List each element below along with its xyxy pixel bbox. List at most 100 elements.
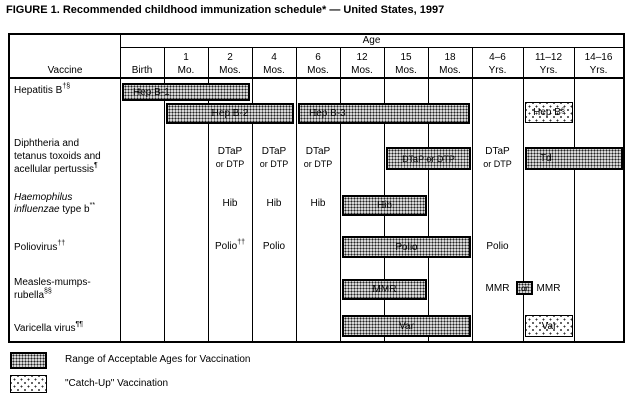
bar-hep-b-1: Hep B-1 xyxy=(122,83,250,101)
footnote-marker: ¶ xyxy=(94,161,98,169)
col-header-top: 12 xyxy=(356,52,368,63)
column-divider xyxy=(384,47,385,341)
col-header-bottom: Mos. xyxy=(307,65,329,76)
bar-td-11-16yrs: Td xyxy=(525,147,623,170)
col-header-18mos: 18 Mos. xyxy=(428,48,472,77)
col-header-bottom: Yrs. xyxy=(539,65,558,76)
cell-hib-4mos: Hib xyxy=(266,198,282,209)
legend-label-catch-up: "Catch-Up" Vaccination xyxy=(65,378,169,389)
legend-swatch-range xyxy=(10,352,47,369)
bar-label: Td xyxy=(540,153,552,164)
bar-label: DTaP or DTP xyxy=(402,153,455,164)
vaccine-header: Vaccine xyxy=(47,65,83,76)
col-header-birth: Birth xyxy=(120,48,164,77)
legend-label-range: Range of Acceptable Ages for Vaccination xyxy=(65,354,251,365)
col-header-top: 15 xyxy=(400,52,412,63)
cell-polio-2mos: Polio†† xyxy=(214,238,246,252)
age-header-underline xyxy=(120,47,623,48)
bar-var-catch-up: Var xyxy=(525,315,573,337)
row-label-mmr: Measles-mumps-rubella§§ xyxy=(14,277,91,301)
legend-swatch-catch-up xyxy=(10,375,47,393)
bar-polio-12-18mos: Polio xyxy=(342,236,471,258)
bar-label: or xyxy=(520,283,529,293)
cell-mmr-11-12yrs: MMR xyxy=(536,283,561,294)
bar-label: Hep B-2 xyxy=(211,108,249,119)
column-divider xyxy=(208,47,209,341)
col-header-bottom: Mos. xyxy=(263,65,285,76)
col-header-top: 14–16 xyxy=(584,52,613,63)
col-header-12mos: 12 Mos. xyxy=(340,48,384,77)
bar-mmr-12-15mos: MMR xyxy=(342,279,427,300)
col-header-top: 18 xyxy=(444,52,456,63)
column-divider xyxy=(296,47,297,341)
cell-dtap-6mos: DTaP or DTP xyxy=(303,146,333,169)
bar-hep-b-2: Hep B-2 xyxy=(166,103,294,124)
footnote-marker: †† xyxy=(237,238,246,246)
row-label-dtap: Diphtheria and tetanus toxoids and acell… xyxy=(14,138,101,175)
cell-dtap-4mos: DTaP or DTP xyxy=(259,146,289,169)
row-label-hib: Haemophilus influenzae type b** xyxy=(14,192,96,215)
bar-label: Hep B-3 xyxy=(309,108,346,119)
col-header-top: 6 xyxy=(315,52,321,63)
col-header-14-16yrs: 14–16 Yrs. xyxy=(574,48,623,77)
col-header-top: 1 xyxy=(183,52,189,63)
row-label-poliovirus: Poliovirus†† xyxy=(14,239,66,253)
column-divider xyxy=(340,47,341,341)
bar-dtap-15-18mos: DTaP or DTP xyxy=(386,147,471,170)
bar-var-12-18mos: Var xyxy=(342,315,471,337)
col-header-15mos: 15 Mos. xyxy=(384,48,428,77)
cell-dtap-2mos: DTaP or DTP xyxy=(215,146,245,169)
col-header-bottom: Yrs. xyxy=(488,65,507,76)
bar-label: Hep B xyxy=(533,107,561,118)
bar-label: Var xyxy=(541,320,557,332)
col-header-top: 11–12 xyxy=(534,52,563,63)
cell-dtap-4-6yrs: DTaP or DTP xyxy=(483,146,512,169)
col-header-top: 4–6 xyxy=(489,52,506,63)
col-header-bottom: Mos. xyxy=(395,65,417,76)
column-divider xyxy=(574,47,575,341)
col-header-11-12yrs: 11–12 Yrs. xyxy=(523,48,574,77)
row-label-varicella: Varicella virus¶¶ xyxy=(14,320,84,334)
bar-label: Hib xyxy=(376,200,392,211)
cell-polio-4mos: Polio xyxy=(262,241,286,252)
cell-mmr-4-6yrs: MMR xyxy=(485,283,510,294)
age-header: Age xyxy=(362,35,381,46)
col-header-6mos: 6 Mos. xyxy=(296,48,340,77)
column-divider xyxy=(164,47,165,341)
bar-mmr-or: or xyxy=(516,281,533,295)
bar-label: MMR xyxy=(372,284,397,295)
bar-label: Polio xyxy=(395,241,418,253)
col-header-bottom: Birth xyxy=(131,65,153,76)
bar-label: Var xyxy=(399,320,414,332)
footnote-marker: §§ xyxy=(44,287,52,295)
col-header-2mos: 2 Mos. xyxy=(208,48,252,77)
col-header-top: 2 xyxy=(227,52,233,63)
col-header-4mos: 4 Mos. xyxy=(252,48,296,77)
vaccine-column-divider xyxy=(120,35,121,341)
col-header-bottom: Mos. xyxy=(439,65,461,76)
footnote-marker: ¶¶ xyxy=(75,320,84,328)
footnote-marker: ** xyxy=(89,201,96,209)
column-divider xyxy=(428,47,429,341)
header-underline xyxy=(10,77,623,79)
col-header-bottom: Mo. xyxy=(177,65,195,76)
col-header-bottom: Mos. xyxy=(219,65,241,76)
col-header-1mo: 1 Mo. xyxy=(164,48,208,77)
cell-hib-2mos: Hib xyxy=(222,198,238,209)
col-header-bottom: Mos. xyxy=(351,65,373,76)
cell-polio-4-6yrs: Polio xyxy=(486,241,509,252)
col-header-4-6yrs: 4–6 Yrs. xyxy=(472,48,523,77)
column-divider xyxy=(472,47,473,341)
figure-title: FIGURE 1. Recommended childhood immuniza… xyxy=(6,4,445,16)
bar-hep-b-catch-up: Hep B § xyxy=(525,102,573,123)
row-label-hepatitis-b: Hepatitis B†§ xyxy=(14,82,71,96)
column-divider xyxy=(523,47,524,341)
col-header-top: 4 xyxy=(271,52,277,63)
bar-hib-12-15mos: Hib xyxy=(342,195,427,216)
bar-hep-b-3: Hep B-3 xyxy=(298,103,470,124)
col-header-bottom: Yrs. xyxy=(589,65,608,76)
bar-label: Hep B-1 xyxy=(133,86,170,98)
footnote-marker: †§ xyxy=(62,82,71,90)
footnote-marker: †† xyxy=(57,239,66,247)
